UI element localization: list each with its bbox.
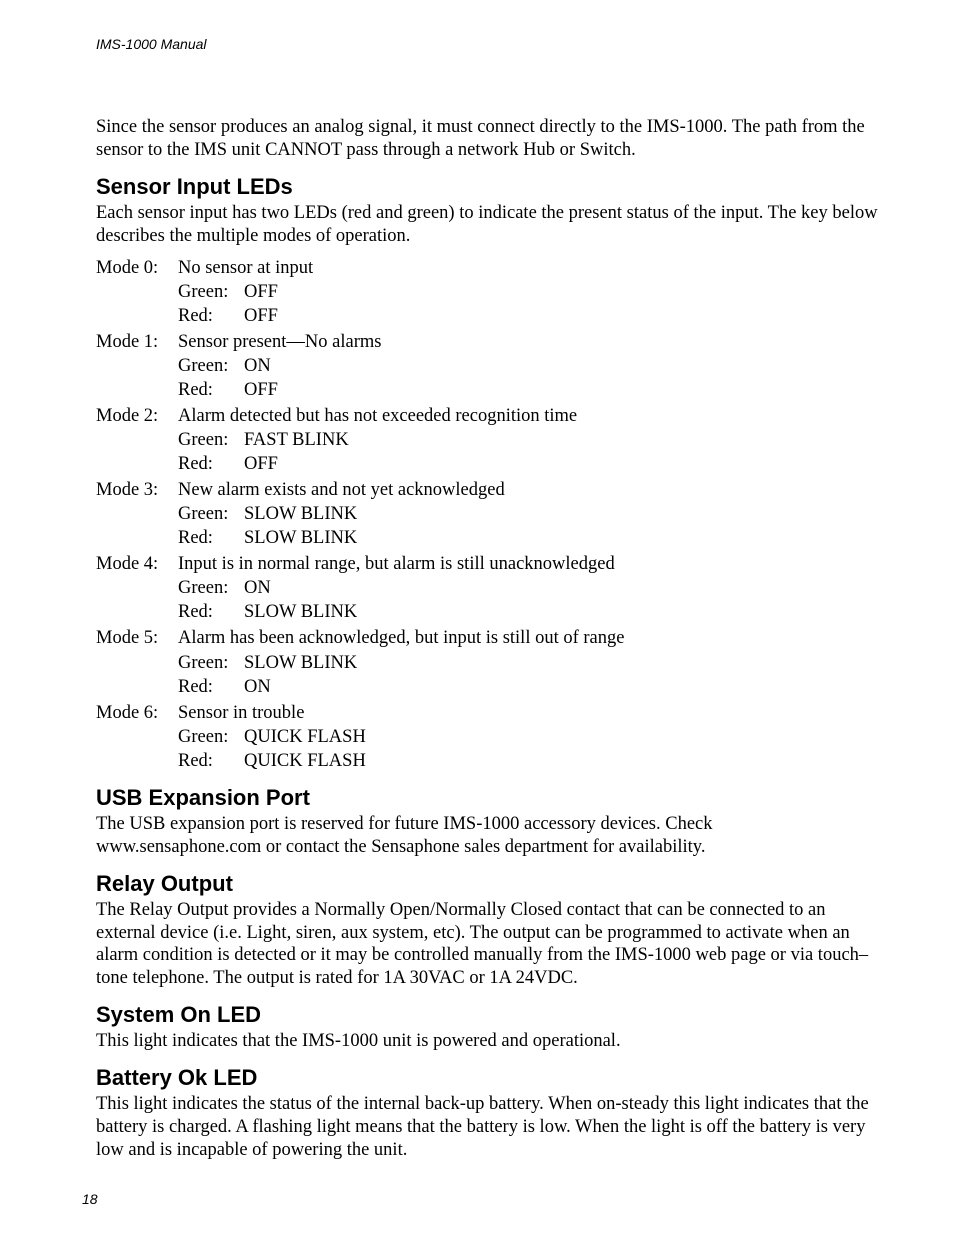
page-number: 18 [82, 1191, 98, 1207]
led-green-label: Green: [178, 651, 244, 675]
led-green-label: Green: [178, 725, 244, 749]
mode-block: Mode 0: No sensor at input Green: OFF Re… [96, 256, 882, 328]
heading-battery-ok-led: Battery Ok LED [96, 1065, 882, 1091]
mode-block: Mode 3: New alarm exists and not yet ack… [96, 478, 882, 550]
mode-description: New alarm exists and not yet acknowledge… [178, 478, 882, 502]
page: IMS-1000 Manual Since the sensor produce… [0, 0, 954, 1235]
led-red-label: Red: [178, 749, 244, 773]
led-green-label: Green: [178, 280, 244, 304]
system-on-led-para: This light indicates that the IMS-1000 u… [96, 1030, 882, 1053]
battery-ok-led-para: This light indicates the status of the i… [96, 1093, 882, 1162]
led-red-state: OFF [244, 452, 882, 476]
sensor-input-leds-para: Each sensor input has two LEDs (red and … [96, 202, 882, 248]
led-red-label: Red: [178, 526, 244, 550]
mode-description: Sensor in trouble [178, 701, 882, 725]
mode-label: Mode 3: [96, 478, 178, 502]
mode-block: Mode 2: Alarm detected but has not excee… [96, 404, 882, 476]
led-red-label: Red: [178, 600, 244, 624]
heading-usb-expansion: USB Expansion Port [96, 785, 882, 811]
mode-label: Mode 2: [96, 404, 178, 428]
led-red-state: SLOW BLINK [244, 600, 882, 624]
heading-system-on-led: System On LED [96, 1002, 882, 1028]
led-green-label: Green: [178, 354, 244, 378]
mode-description: No sensor at input [178, 256, 882, 280]
led-red-label: Red: [178, 378, 244, 402]
usb-expansion-para: The USB expansion port is reserved for f… [96, 813, 882, 859]
led-green-state: FAST BLINK [244, 428, 882, 452]
led-green-state: QUICK FLASH [244, 725, 882, 749]
led-green-state: SLOW BLINK [244, 651, 882, 675]
led-green-state: OFF [244, 280, 882, 304]
led-red-state: SLOW BLINK [244, 526, 882, 550]
led-green-state: SLOW BLINK [244, 502, 882, 526]
led-red-state: OFF [244, 378, 882, 402]
led-red-state: ON [244, 675, 882, 699]
mode-label: Mode 1: [96, 330, 178, 354]
led-red-label: Red: [178, 452, 244, 476]
led-red-label: Red: [178, 304, 244, 328]
mode-block: Mode 6: Sensor in trouble Green: QUICK F… [96, 701, 882, 773]
led-red-state: OFF [244, 304, 882, 328]
mode-label: Mode 0: [96, 256, 178, 280]
mode-description: Sensor present—No alarms [178, 330, 882, 354]
led-green-label: Green: [178, 428, 244, 452]
intro-paragraph: Since the sensor produces an analog sign… [96, 116, 882, 162]
mode-label: Mode 5: [96, 626, 178, 650]
led-green-label: Green: [178, 576, 244, 600]
relay-output-para: The Relay Output provides a Normally Ope… [96, 899, 882, 991]
heading-relay-output: Relay Output [96, 871, 882, 897]
mode-label: Mode 6: [96, 701, 178, 725]
running-header: IMS-1000 Manual [96, 36, 882, 52]
mode-description: Alarm detected but has not exceeded reco… [178, 404, 882, 428]
led-green-state: ON [244, 576, 882, 600]
mode-description: Alarm has been acknowledged, but input i… [178, 626, 882, 650]
mode-list: Mode 0: No sensor at input Green: OFF Re… [96, 256, 882, 773]
led-green-label: Green: [178, 502, 244, 526]
mode-description: Input is in normal range, but alarm is s… [178, 552, 882, 576]
led-green-state: ON [244, 354, 882, 378]
led-red-state: QUICK FLASH [244, 749, 882, 773]
mode-block: Mode 1: Sensor present—No alarms Green: … [96, 330, 882, 402]
mode-block: Mode 5: Alarm has been acknowledged, but… [96, 626, 882, 698]
mode-label: Mode 4: [96, 552, 178, 576]
heading-sensor-input-leds: Sensor Input LEDs [96, 174, 882, 200]
led-red-label: Red: [178, 675, 244, 699]
mode-block: Mode 4: Input is in normal range, but al… [96, 552, 882, 624]
